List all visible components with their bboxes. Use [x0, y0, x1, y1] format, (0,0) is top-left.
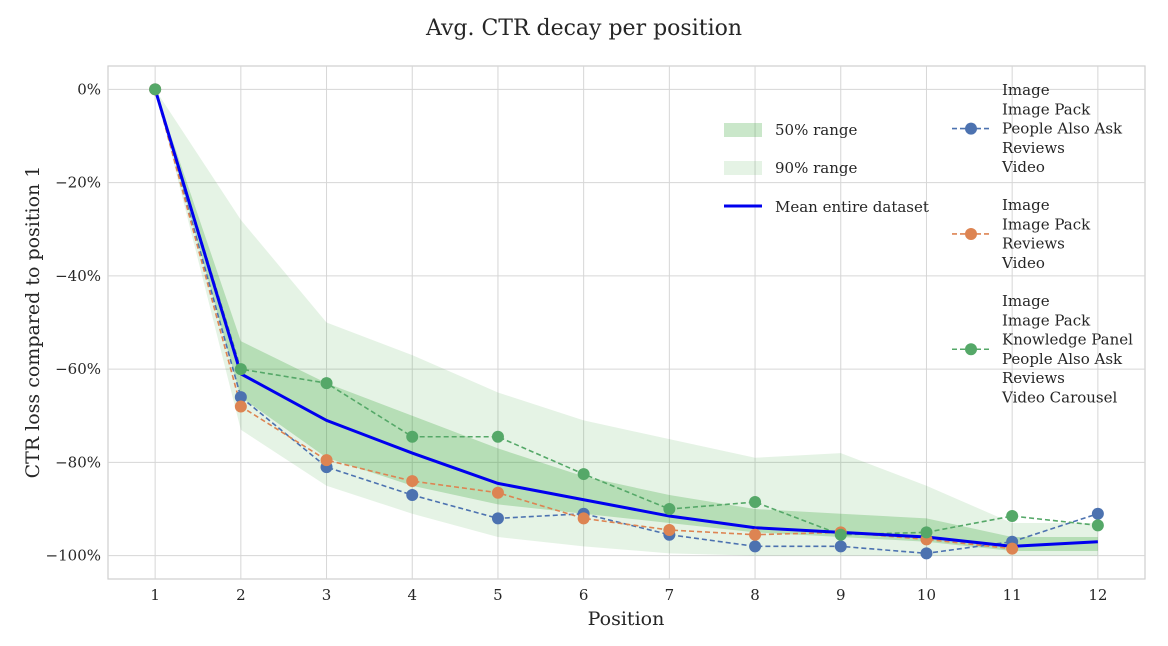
- legend-swatch-band-2: [724, 161, 762, 175]
- y-tick-label: −20%: [55, 174, 101, 192]
- legend-swatch-marker-3: [965, 343, 977, 356]
- series-line-3: [154, 89, 1098, 536]
- series-markers: [149, 83, 1104, 560]
- legend-label-band-1: 50% range: [775, 121, 857, 139]
- series-3-point: [834, 528, 847, 541]
- x-tick-label: 9: [836, 586, 846, 604]
- series-3-point: [1091, 519, 1104, 532]
- y-tick-label: −80%: [55, 453, 101, 471]
- series-3-point: [663, 503, 676, 516]
- x-axis-ticks: 1 2 3 4 5 6 7 8 9 10 11 12: [150, 586, 1107, 604]
- legend-label-series-2: Video: [1001, 254, 1045, 272]
- y-tick-label: −100%: [46, 547, 101, 565]
- legend-label-series-3: People Also Ask: [1002, 350, 1123, 368]
- series-3-point: [577, 468, 590, 481]
- series-2-point: [406, 475, 419, 488]
- legend-label-mean: Mean entire dataset: [775, 198, 929, 216]
- legend-label-series-1: Video: [1001, 158, 1045, 176]
- x-tick-label: 12: [1088, 586, 1107, 604]
- legend-label-series-2: Image: [1002, 196, 1050, 214]
- series-1-point: [1091, 507, 1104, 520]
- series-2-point: [320, 454, 333, 467]
- series-1-point: [234, 391, 247, 404]
- mean-line: [153, 88, 1098, 548]
- series-1-point: [491, 512, 504, 525]
- x-tick-label: 10: [917, 586, 936, 604]
- legend-label-band-2: 90% range: [775, 159, 857, 177]
- y-axis-ticks: 0% −20% −40% −60% −80% −100%: [46, 80, 101, 564]
- x-tick-label: 11: [1003, 586, 1022, 604]
- series-1-point: [834, 540, 847, 553]
- series-2-point: [1006, 542, 1019, 555]
- x-tick-label: 4: [407, 586, 417, 604]
- legend-swatch-band-1: [724, 123, 762, 137]
- series-1-point: [920, 547, 933, 560]
- legend-label-series-3: Image: [1002, 292, 1050, 310]
- series-3-point: [920, 526, 933, 539]
- series-2-point: [577, 512, 590, 525]
- band-50-range: [155, 89, 1098, 552]
- x-tick-label: 3: [322, 586, 332, 604]
- series-2-point: [749, 528, 762, 541]
- series-3-point: [491, 430, 504, 443]
- series-3-point: [406, 430, 419, 443]
- legend-label-series-1: Reviews: [1002, 139, 1065, 157]
- legend-label-series-2: Image Pack: [1002, 215, 1091, 233]
- series-lines: [153, 88, 1099, 555]
- x-tick-label: 5: [493, 586, 503, 604]
- series-3-point: [234, 363, 247, 376]
- series-1-point: [749, 540, 762, 553]
- y-tick-label: 0%: [77, 80, 101, 98]
- y-tick-label: −40%: [55, 267, 101, 285]
- x-tick-label: 2: [236, 586, 246, 604]
- x-tick-label: 7: [665, 586, 675, 604]
- legend-label-series-1: People Also Ask: [1002, 120, 1123, 138]
- series-3-point: [749, 496, 762, 509]
- legend-label-series-3: Image Pack: [1002, 311, 1091, 329]
- legend-label-series-3: Knowledge Panel: [1002, 331, 1133, 349]
- y-axis-label: CTR loss compared to position 1: [22, 166, 44, 479]
- x-tick-label: 1: [150, 586, 160, 604]
- series-1-point: [406, 489, 419, 502]
- series-3-point: [320, 377, 333, 390]
- x-tick-label: 6: [579, 586, 589, 604]
- y-tick-label: −60%: [55, 360, 101, 378]
- range-bands: [155, 89, 1098, 556]
- chart-title: Avg. CTR decay per position: [425, 16, 742, 41]
- series-2-point: [491, 486, 504, 499]
- legend-swatch-marker-2: [965, 227, 977, 240]
- legend-label-series-1: Image Pack: [1002, 100, 1091, 118]
- plot-area: [107, 65, 1146, 580]
- series-2-point: [663, 524, 676, 537]
- x-axis-label: Position: [588, 608, 665, 630]
- legend-swatch-marker-1: [965, 122, 977, 135]
- band-90-range: [155, 89, 1098, 556]
- series-3-point: [149, 83, 162, 96]
- series-2-point: [234, 400, 247, 413]
- legend-ranges: 50% range 90% range Mean entire dataset: [724, 121, 929, 216]
- legend-label-series-1: Image: [1002, 81, 1050, 99]
- grid: [108, 66, 1145, 579]
- legend-label-series-3: Video Carousel: [1001, 389, 1118, 407]
- series-3-point: [1006, 510, 1019, 523]
- legend-label-series-3: Reviews: [1002, 369, 1065, 387]
- legend-label-series-2: Reviews: [1002, 235, 1065, 253]
- x-tick-label: 8: [750, 586, 760, 604]
